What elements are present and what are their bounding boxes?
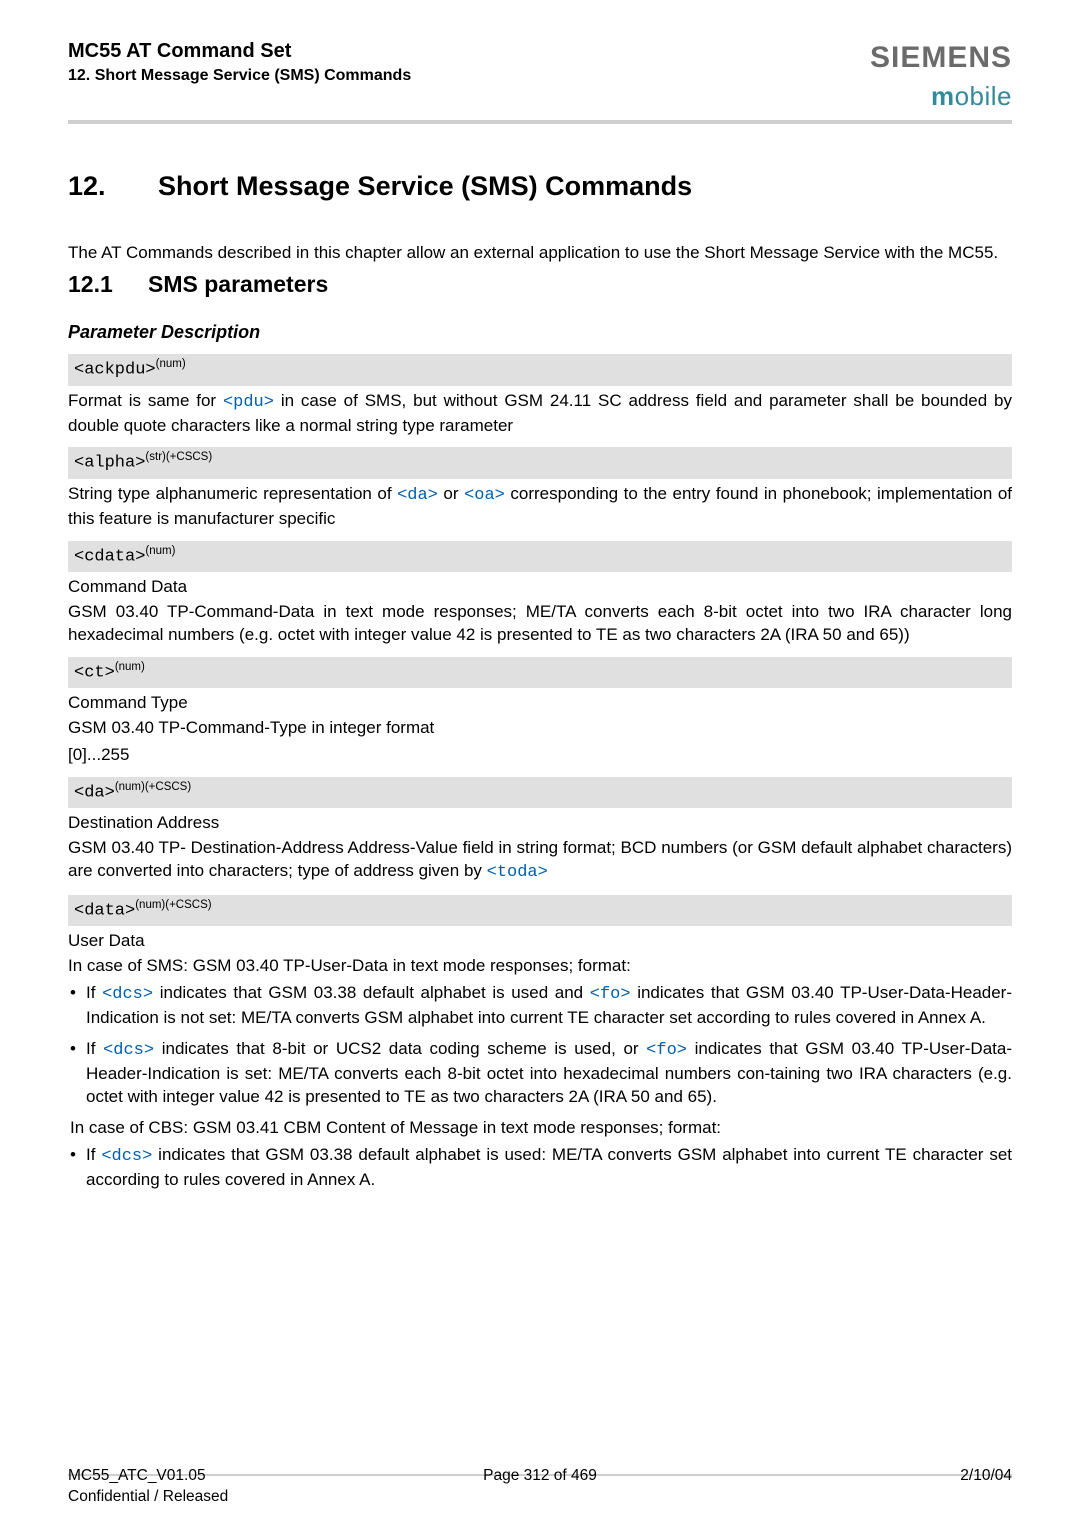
text: or [438, 484, 464, 503]
param-da-name: <da> [74, 783, 115, 802]
chapter-number: 12. [68, 168, 158, 204]
param-ackpdu-desc: Format is same for <pdu> in case of SMS,… [68, 390, 1012, 438]
doc-title: MC55 AT Command Set [68, 38, 411, 65]
footer-left: MC55_ATC_V01.05 Confidential / Released [68, 1466, 228, 1508]
section-title: SMS parameters [148, 271, 328, 297]
param-cdata-box: <cdata>(num) [68, 541, 1012, 572]
param-data-bullets-cbs: If <dcs> indicates that GSM 03.38 defaul… [68, 1144, 1012, 1192]
param-alpha-sup: (str)(+CSCS) [145, 451, 212, 463]
brand-m: m [931, 81, 955, 111]
page-header: MC55 AT Command Set 12. Short Message Se… [68, 38, 1012, 114]
header-rule [68, 120, 1012, 124]
param-ackpdu-sup: (num) [156, 358, 186, 370]
param-data-box: <data>(num)(+CSCS) [68, 895, 1012, 926]
text: indicates that GSM 03.38 default alphabe… [86, 1145, 1012, 1189]
param-da-subhead: Destination Address [68, 812, 1012, 835]
link-fo[interactable]: <fo> [646, 1041, 687, 1060]
param-alpha-desc: String type alphanumeric representation … [68, 483, 1012, 531]
param-data-name: <data> [74, 901, 135, 920]
param-ct-box: <ct>(num) [68, 657, 1012, 688]
param-ct-sup: (num) [115, 661, 145, 673]
param-data-bullets-sms: If <dcs> indicates that GSM 03.38 defaul… [68, 982, 1012, 1109]
param-cdata-subhead: Command Data [68, 576, 1012, 599]
param-data-sup: (num)(+CSCS) [135, 899, 211, 911]
link-oa[interactable]: <oa> [464, 486, 505, 505]
param-data-lead1: In case of SMS: GSM 03.40 TP-User-Data i… [68, 955, 1012, 978]
bullet-item: If <dcs> indicates that GSM 03.38 defaul… [68, 1144, 1012, 1192]
param-alpha-box: <alpha>(str)(+CSCS) [68, 447, 1012, 478]
footer-date: 2/10/04 [960, 1466, 1012, 1508]
param-data-subhead: User Data [68, 930, 1012, 953]
text: indicates that 8-bit or UCS2 data coding… [154, 1039, 646, 1058]
param-alpha-name: <alpha> [74, 454, 145, 473]
chapter-heading: 12.Short Message Service (SMS) Commands [68, 168, 1012, 204]
doc-subtitle: 12. Short Message Service (SMS) Commands [68, 65, 411, 87]
header-left: MC55 AT Command Set 12. Short Message Se… [68, 38, 411, 87]
param-da-box: <da>(num)(+CSCS) [68, 777, 1012, 808]
footer-version: MC55_ATC_V01.05 [68, 1466, 228, 1487]
text: indicates that GSM 03.38 default alphabe… [153, 983, 590, 1002]
text: If [86, 1145, 101, 1164]
section-number: 12.1 [68, 269, 148, 300]
text: If [86, 1039, 103, 1058]
link-dcs[interactable]: <dcs> [103, 1041, 154, 1060]
param-ct-subhead: Command Type [68, 692, 1012, 715]
bullet-item: If <dcs> indicates that GSM 03.38 defaul… [68, 982, 1012, 1030]
footer-confidential: Confidential / Released [68, 1487, 228, 1508]
param-ct-body: GSM 03.40 TP-Command-Type in integer for… [68, 717, 1012, 740]
link-pdu[interactable]: <pdu> [223, 393, 274, 412]
brand-obile: obile [955, 81, 1012, 111]
param-ackpdu-name: <ackpdu> [74, 361, 156, 380]
section-heading: 12.1SMS parameters [68, 269, 1012, 300]
param-da-sup: (num)(+CSCS) [115, 781, 191, 793]
link-dcs[interactable]: <dcs> [102, 985, 153, 1004]
brand-siemens: SIEMENS [870, 38, 1012, 79]
param-ct-range: [0]...255 [68, 744, 1012, 767]
param-cdata-name: <cdata> [74, 547, 145, 566]
link-dcs[interactable]: <dcs> [101, 1147, 152, 1166]
chapter-title: Short Message Service (SMS) Commands [158, 171, 692, 201]
link-toda[interactable]: <toda> [487, 863, 548, 882]
text: If [86, 983, 102, 1002]
page-footer: MC55_ATC_V01.05 Confidential / Released … [68, 1466, 1012, 1508]
text: Format is same for [68, 391, 223, 410]
param-cdata-body: GSM 03.40 TP-Command-Data in text mode r… [68, 601, 1012, 647]
param-description-header: Parameter Description [68, 320, 1012, 344]
param-data-lead2: In case of CBS: GSM 03.41 CBM Content of… [70, 1117, 1012, 1140]
param-cdata-sup: (num) [145, 545, 175, 557]
brand-mobile: mobile [870, 79, 1012, 114]
bullet-item: If <dcs> indicates that 8-bit or UCS2 da… [68, 1038, 1012, 1109]
param-ct-name: <ct> [74, 663, 115, 682]
param-ackpdu-box: <ackpdu>(num) [68, 354, 1012, 385]
chapter-intro: The AT Commands described in this chapte… [68, 242, 1012, 265]
param-da-body: GSM 03.40 TP- Destination-Address Addres… [68, 837, 1012, 885]
brand-logo: SIEMENS mobile [870, 38, 1012, 114]
link-fo[interactable]: <fo> [590, 985, 631, 1004]
link-da[interactable]: <da> [397, 486, 438, 505]
text: String type alphanumeric representation … [68, 484, 397, 503]
